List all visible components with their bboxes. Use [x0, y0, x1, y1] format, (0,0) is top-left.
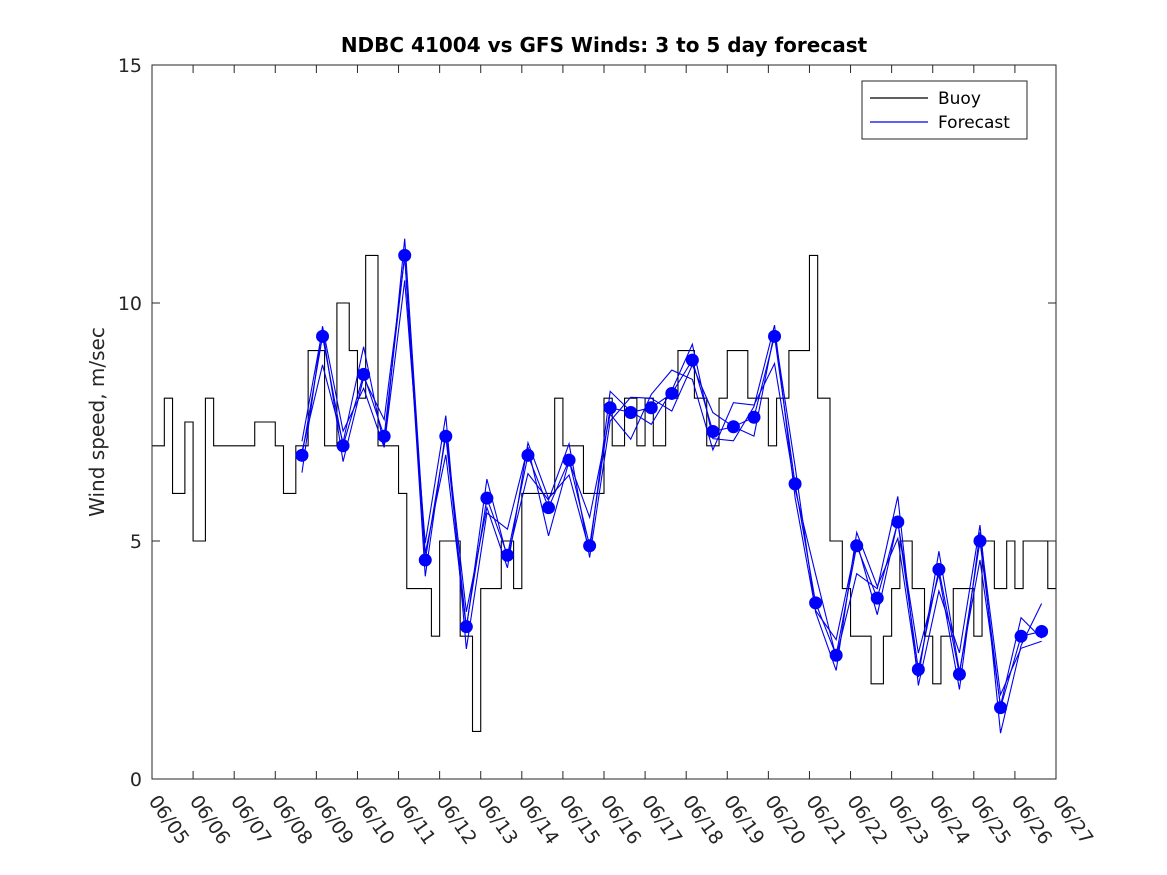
- forecast-point: [418, 553, 432, 567]
- x-tick-label: 06/15: [555, 791, 604, 848]
- legend-box: [861, 80, 1028, 140]
- x-tick-label: 06/09: [308, 791, 357, 848]
- forecast-point: [459, 620, 473, 634]
- forecast-point: [439, 429, 453, 443]
- forecast-point: [850, 539, 864, 553]
- x-tick-label: 06/22: [842, 791, 891, 848]
- y-axis-label: Wind speed, m/sec: [85, 327, 109, 517]
- x-tick-label: 06/08: [267, 791, 316, 848]
- forecast-point: [398, 248, 412, 262]
- forecast-point: [500, 548, 514, 562]
- forecast-point: [562, 453, 576, 467]
- x-tick-label: 06/27: [1048, 791, 1097, 848]
- forecast-point: [973, 534, 987, 548]
- x-tick-label: 06/12: [432, 791, 481, 848]
- forecast-point: [316, 329, 330, 343]
- forecast-point: [726, 420, 740, 434]
- x-tick-label: 06/18: [678, 791, 727, 848]
- forecast-point: [685, 353, 699, 367]
- forecast-point: [809, 596, 823, 610]
- forecast-point: [706, 425, 720, 439]
- plot-area: [152, 238, 1057, 734]
- forecast-point: [665, 386, 679, 400]
- forecast-series-line: [301, 238, 1043, 706]
- forecast-point: [603, 401, 617, 415]
- forecast-point: [624, 405, 638, 419]
- chart-title: NDBC 41004 vs GFS Winds: 3 to 5 day fore…: [341, 33, 868, 57]
- forecast-point: [357, 367, 371, 381]
- forecast-point: [1014, 629, 1028, 643]
- forecast-point: [788, 477, 802, 491]
- x-tick-label: 06/16: [596, 791, 645, 848]
- y-tick-label: 0: [130, 769, 142, 791]
- forecast-point: [829, 648, 843, 662]
- forecast-series-line: [301, 280, 1043, 734]
- forecast-point: [932, 563, 946, 577]
- legend-forecast-label: Forecast: [938, 113, 1010, 133]
- forecast-point: [480, 491, 494, 505]
- x-tick-label: 06/14: [514, 791, 563, 848]
- forecast-point: [295, 448, 309, 462]
- x-tick-label: 06/21: [801, 791, 850, 848]
- x-tick-label: 06/24: [925, 791, 974, 848]
- forecast-point: [644, 401, 658, 415]
- x-tick-label: 06/20: [760, 791, 809, 848]
- x-tick-label: 06/11: [390, 791, 439, 848]
- forecast-point: [583, 539, 597, 553]
- x-tick-label: 06/19: [719, 791, 768, 848]
- buoy-series-line: [152, 254, 1057, 732]
- forecast-point: [747, 410, 761, 424]
- forecast-point: [994, 701, 1008, 715]
- forecast-point: [952, 667, 966, 681]
- x-tick-label: 06/06: [185, 791, 234, 848]
- x-tick-label: 06/13: [473, 791, 522, 848]
- forecast-point: [542, 501, 556, 515]
- x-axis: 06/0506/0606/0706/0806/0906/1006/1106/12…: [144, 65, 1097, 849]
- x-tick-label: 06/17: [637, 791, 686, 848]
- x-tick-label: 06/26: [1007, 791, 1056, 848]
- forecast-point: [891, 515, 905, 529]
- forecast-point: [1035, 624, 1049, 638]
- y-tick-label: 15: [118, 55, 142, 77]
- forecast-point: [911, 663, 925, 677]
- y-tick-label: 5: [130, 531, 142, 553]
- forecast-series-line: [301, 255, 1042, 708]
- forecast-point: [336, 439, 350, 453]
- x-tick-label: 06/25: [966, 791, 1015, 848]
- x-tick-label: 06/10: [349, 791, 398, 848]
- y-tick-label: 10: [118, 293, 142, 315]
- forecast-point: [377, 429, 391, 443]
- legend-buoy-label: Buoy: [938, 89, 981, 109]
- x-tick-label: 06/07: [226, 791, 275, 848]
- forecast-point: [521, 448, 535, 462]
- x-tick-label: 06/05: [144, 791, 193, 848]
- forecast-point: [870, 591, 884, 605]
- x-tick-label: 06/23: [884, 791, 933, 848]
- forecast-point: [768, 329, 782, 343]
- y-axis: 0 5 10 15: [118, 55, 1056, 791]
- legend: Buoy Forecast: [861, 80, 1028, 140]
